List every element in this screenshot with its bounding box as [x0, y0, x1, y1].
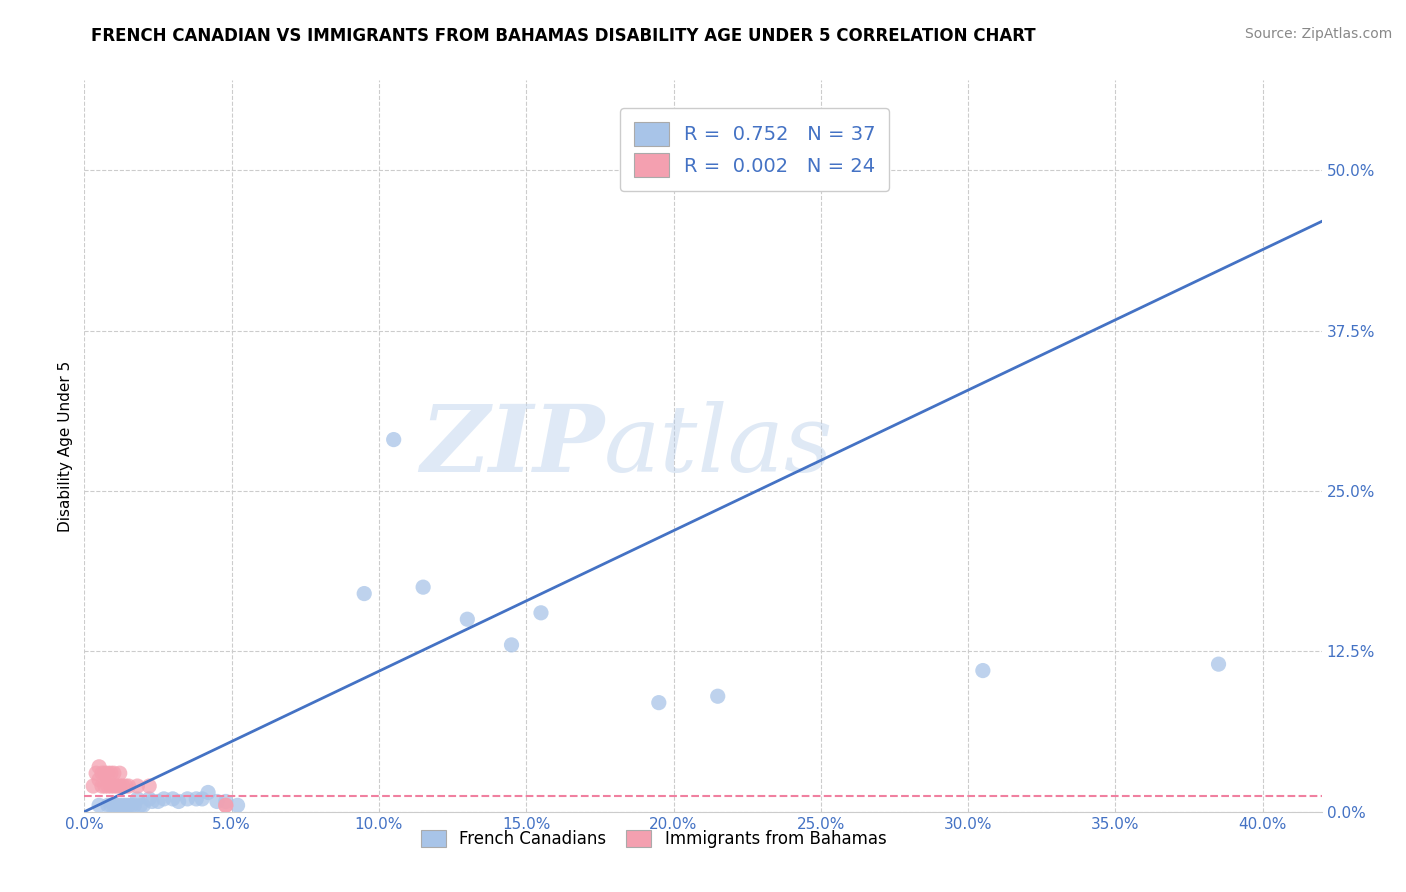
Point [176, 792, 198, 806]
Point [108, 766, 131, 780]
Point [82, 779, 104, 793]
Point [1208, 657, 1230, 672]
Point [197, 785, 219, 799]
Point [127, 779, 149, 793]
Point [108, 779, 131, 793]
Point [87, 760, 110, 774]
Legend: French Canadians, Immigrants from Bahamas: French Canadians, Immigrants from Bahama… [415, 823, 893, 855]
Y-axis label: Disability Age Under 5: Disability Age Under 5 [58, 360, 73, 532]
Point [353, 586, 375, 600]
Point [87, 798, 110, 813]
Point [87, 772, 110, 787]
Point [84, 766, 107, 780]
Point [94, 766, 117, 780]
Text: FRENCH CANADIAN VS IMMIGRANTS FROM BAHAMAS DISABILITY AGE UNDER 5 CORRELATION CH: FRENCH CANADIAN VS IMMIGRANTS FROM BAHAM… [91, 27, 1036, 45]
Point [114, 779, 136, 793]
Point [215, 798, 238, 813]
Point [972, 664, 994, 678]
Point [226, 798, 249, 813]
Point [124, 798, 146, 813]
Point [117, 798, 139, 813]
Point [129, 798, 152, 813]
Point [100, 779, 122, 793]
Point [111, 779, 134, 793]
Point [191, 792, 214, 806]
Point [167, 794, 190, 808]
Point [97, 766, 120, 780]
Point [138, 779, 160, 793]
Point [138, 792, 160, 806]
Text: ZIP: ZIP [420, 401, 605, 491]
Point [97, 798, 120, 813]
Point [111, 798, 134, 813]
Point [530, 606, 553, 620]
Point [648, 696, 671, 710]
Point [103, 766, 125, 780]
Text: Source: ZipAtlas.com: Source: ZipAtlas.com [1244, 27, 1392, 41]
Point [215, 794, 238, 808]
Point [103, 779, 125, 793]
Point [215, 798, 238, 813]
Point [117, 779, 139, 793]
Point [456, 612, 478, 626]
Point [105, 779, 128, 793]
Point [132, 798, 155, 813]
Point [153, 792, 176, 806]
Point [706, 690, 728, 704]
Point [97, 779, 120, 793]
Point [501, 638, 523, 652]
Text: atlas: atlas [605, 401, 834, 491]
Point [205, 794, 228, 808]
Point [114, 798, 136, 813]
Point [91, 779, 114, 793]
Point [94, 779, 117, 793]
Point [146, 794, 169, 808]
Point [100, 766, 122, 780]
Point [91, 766, 114, 780]
Point [162, 792, 184, 806]
Point [412, 580, 434, 594]
Point [100, 798, 122, 813]
Point [141, 794, 163, 808]
Point [186, 792, 208, 806]
Point [127, 792, 149, 806]
Point [105, 798, 128, 813]
Point [103, 798, 125, 813]
Point [108, 798, 131, 813]
Point [121, 798, 143, 813]
Point [382, 433, 405, 447]
